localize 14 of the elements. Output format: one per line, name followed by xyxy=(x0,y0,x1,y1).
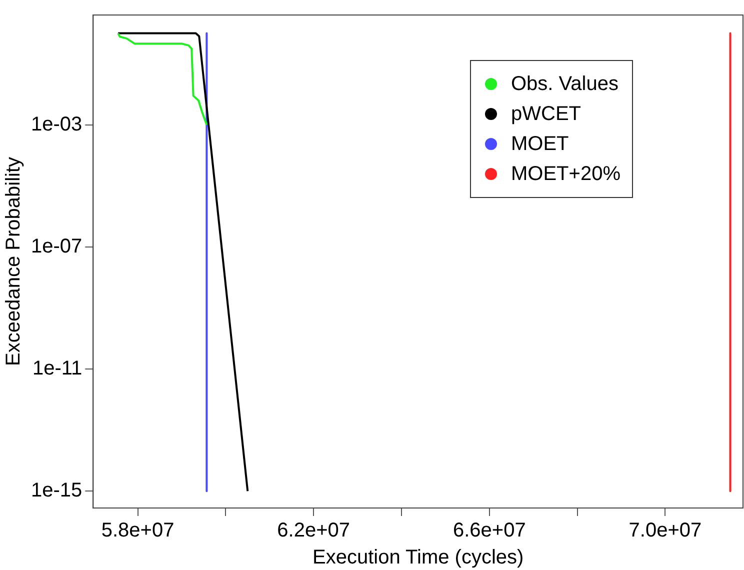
x-tick-label: 6.6e+07 xyxy=(452,520,526,542)
x-tick-label: 5.8e+07 xyxy=(101,520,174,542)
y-tick-label: 1e-15 xyxy=(30,480,82,502)
legend-label: pWCET xyxy=(511,102,581,127)
legend-label: MOET+20% xyxy=(511,162,620,187)
y-tick-label: 1e-11 xyxy=(32,358,82,380)
x-tick-label: 7.0e+07 xyxy=(628,520,702,542)
y-tick-label: 1e-07 xyxy=(30,235,82,258)
y-axis-title: Exceedance Probability xyxy=(2,156,25,366)
x-axis-title: Execution Time (cycles) xyxy=(312,546,524,569)
legend-label: Obs. Values xyxy=(511,72,618,97)
x-tick-label: 6.2e+07 xyxy=(277,520,350,542)
y-tick-label: 1e-03 xyxy=(30,113,82,136)
legend-label: MOET xyxy=(511,132,569,157)
